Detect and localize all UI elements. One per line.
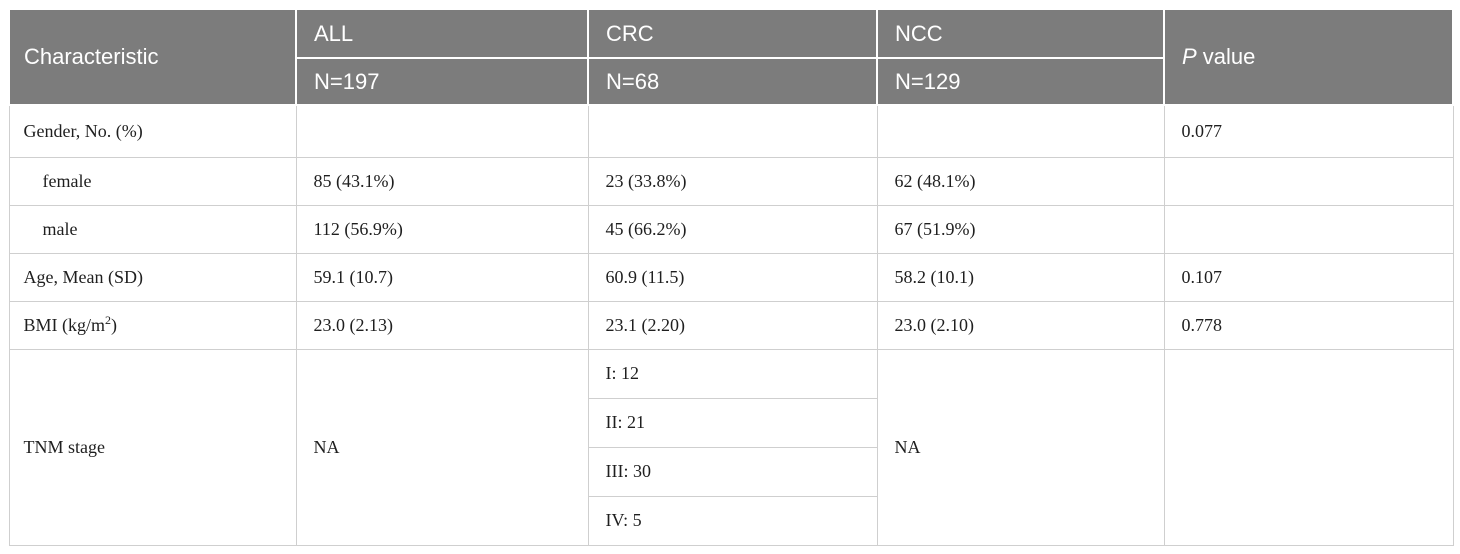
cell-bmi-label: BMI (kg/m2) — [8, 300, 297, 350]
header-row-groups: Characteristic ALL CRC NCC P value — [8, 8, 1454, 106]
header-row-counts: N=197 N=68 N=129 — [9, 57, 1453, 106]
bmi-label-text: BMI (kg/m — [23, 314, 106, 335]
cell-gender-crc — [587, 104, 878, 158]
cell-tnm-crc-stage3: III: 30 — [587, 446, 878, 497]
cell-tnm-crc-stage1: I: 12 — [587, 348, 878, 399]
row-age: Age, Mean (SD) 59.1 (10.7) 60.9 (11.5) 5… — [8, 252, 1454, 302]
cell-female-label: female — [8, 156, 297, 206]
row-bmi: BMI (kg/m2) 23.0 (2.13) 23.1 (2.20) 23.0… — [8, 300, 1454, 350]
header-p-value: P value — [1163, 8, 1454, 106]
table-body: Gender, No. (%) 0.077 female 85 (43.1%) … — [8, 104, 1454, 546]
header-characteristic: Characteristic — [8, 8, 297, 106]
row-gender: Gender, No. (%) 0.077 — [8, 104, 1454, 158]
header-n-ncc: N=129 — [876, 57, 1165, 106]
cell-age-ncc: 58.2 (10.1) — [876, 252, 1165, 302]
cell-bmi-p: 0.778 — [1163, 300, 1454, 350]
cell-male-ncc: 67 (51.9%) — [876, 204, 1165, 254]
row-tnm-stage-4: IV: 5 — [9, 495, 1453, 546]
cell-bmi-all: 23.0 (2.13) — [295, 300, 589, 350]
p-value-label: value — [1196, 44, 1256, 69]
row-tnm-stage-3: III: 30 — [9, 446, 1453, 497]
cell-gender-p: 0.077 — [1163, 104, 1454, 158]
cell-age-crc: 60.9 (11.5) — [587, 252, 878, 302]
cell-female-ncc: 62 (48.1%) — [876, 156, 1165, 206]
header-group-ncc: NCC — [876, 8, 1165, 59]
cell-male-p — [1163, 204, 1454, 254]
cell-tnm-label: TNM stage — [8, 348, 297, 546]
cell-age-p: 0.107 — [1163, 252, 1454, 302]
cell-tnm-all: NA — [295, 348, 589, 546]
row-tnm-stage-2: II: 21 — [9, 397, 1453, 448]
cell-gender-ncc — [876, 104, 1165, 158]
cell-tnm-ncc: NA — [876, 348, 1165, 546]
table-header: Characteristic ALL CRC NCC P value N=197… — [8, 8, 1454, 106]
row-female: female 85 (43.1%) 23 (33.8%) 62 (48.1%) — [8, 156, 1454, 206]
cell-age-all: 59.1 (10.7) — [295, 252, 589, 302]
cell-gender-all — [295, 104, 589, 158]
cell-age-label: Age, Mean (SD) — [8, 252, 297, 302]
cell-tnm-p — [1163, 348, 1454, 546]
cell-female-p — [1163, 156, 1454, 206]
cell-male-label: male — [8, 204, 297, 254]
cell-female-crc: 23 (33.8%) — [587, 156, 878, 206]
bmi-superscript: 2 — [105, 312, 112, 327]
p-symbol: P — [1182, 44, 1197, 69]
cell-male-crc: 45 (66.2%) — [587, 204, 878, 254]
row-tnm-stage-1: TNM stage NA I: 12 NA — [8, 348, 1454, 546]
cell-female-all: 85 (43.1%) — [295, 156, 589, 206]
row-male: male 112 (56.9%) 45 (66.2%) 67 (51.9%) — [8, 204, 1454, 254]
cell-tnm-crc-stage4: IV: 5 — [587, 495, 878, 546]
cell-gender-label: Gender, No. (%) — [8, 104, 297, 158]
cell-bmi-ncc: 23.0 (2.10) — [876, 300, 1165, 350]
header-n-all: N=197 — [295, 57, 589, 106]
bmi-label-close: ) — [111, 314, 118, 335]
cell-male-all: 112 (56.9%) — [295, 204, 589, 254]
cell-tnm-crc-stage2: II: 21 — [587, 397, 878, 448]
characteristics-table: Characteristic ALL CRC NCC P value N=197… — [8, 8, 1454, 546]
cell-bmi-crc: 23.1 (2.20) — [587, 300, 878, 350]
header-group-crc: CRC — [587, 8, 878, 59]
header-group-all: ALL — [295, 8, 589, 59]
header-n-crc: N=68 — [587, 57, 878, 106]
